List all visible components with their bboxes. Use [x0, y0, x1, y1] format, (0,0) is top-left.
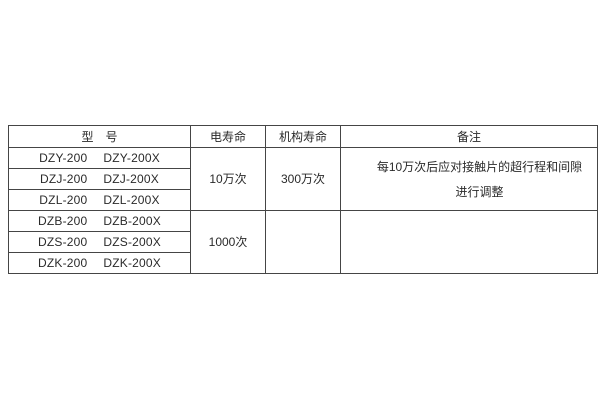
model-name: DZJ-200 — [39, 172, 88, 186]
model-cell-dzl: DZL-200 DZL-200X — [8, 189, 191, 211]
model-name: DZS-200X — [103, 235, 162, 249]
model-name: DZL-200 — [39, 193, 88, 207]
mechanical-life-group-2 — [265, 210, 341, 274]
remark-line-2: 进行调整 — [455, 184, 504, 199]
model-name: DZL-200X — [103, 193, 160, 207]
table-row-dzy: DZY-200 DZY-200X 10万次 300万次 每10万次后应对接触片的超… — [8, 147, 598, 211]
model-name: DZJ-200X — [103, 172, 160, 186]
model-cell-dzy: DZY-200 DZY-200X — [8, 147, 191, 169]
remark-line-1: 每10万次后应对接触片的超行程和间隙 — [376, 159, 583, 174]
model-name: DZK-200 — [37, 256, 88, 270]
model-cell-dzk: DZK-200 DZK-200X — [8, 252, 191, 274]
model-name: DZK-200X — [103, 256, 162, 270]
table-header-row: 型 号 电寿命 机构寿命 备注 — [8, 125, 598, 148]
remark-text: 每10万次后应对接触片的超行程和间隙 进行调整 — [342, 159, 597, 199]
table-row-dzb: DZB-200 DZB-200X 1000次 — [8, 210, 598, 274]
remark-group-1: 每10万次后应对接触片的超行程和间隙 进行调整 — [340, 147, 598, 211]
model-cell-dzj: DZJ-200 DZJ-200X — [8, 168, 191, 190]
model-name: DZY-200X — [103, 151, 160, 165]
col-header-electrical-life: 电寿命 — [190, 125, 266, 148]
electrical-life-group-1: 10万次 — [190, 147, 266, 211]
model-name: DZB-200 — [37, 214, 88, 228]
col-header-model: 型 号 — [8, 125, 191, 148]
mechanical-life-group-1: 300万次 — [265, 147, 341, 211]
electrical-life-group-2: 1000次 — [190, 210, 266, 274]
table-row-dzk: DZK-200 DZK-200X — [8, 252, 598, 274]
spec-table: 型 号 电寿命 机构寿命 备注 DZY-200 DZY-200X 10万次 300… — [8, 125, 598, 274]
remark-group-2 — [340, 210, 598, 274]
model-name: DZS-200 — [37, 235, 88, 249]
col-header-remarks: 备注 — [340, 125, 598, 148]
model-cell-dzs: DZS-200 DZS-200X — [8, 231, 191, 253]
table-row-dzl: DZL-200 DZL-200X — [8, 189, 598, 211]
model-name: DZB-200X — [103, 214, 162, 228]
model-name: DZY-200 — [39, 151, 88, 165]
col-header-mechanical-life: 机构寿命 — [265, 125, 341, 148]
model-cell-dzb: DZB-200 DZB-200X — [8, 210, 191, 232]
